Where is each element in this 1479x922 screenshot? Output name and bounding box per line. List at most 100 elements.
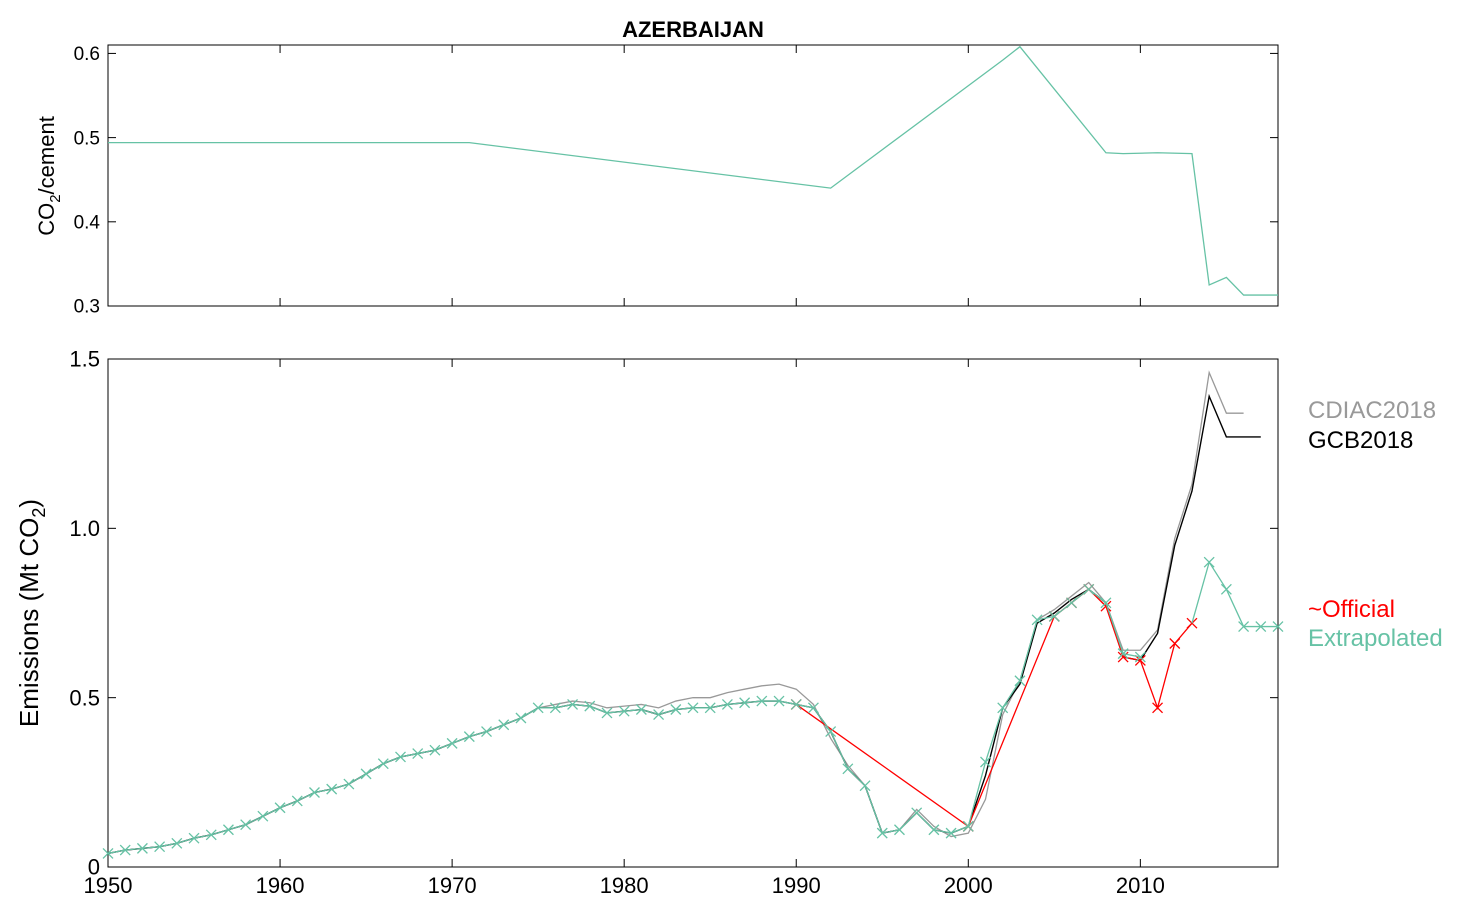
bot-marker-x (171, 837, 183, 849)
bot-marker-x (635, 704, 647, 715)
top-plot-frame (107, 44, 1279, 307)
bot-marker-x (876, 827, 888, 839)
bottom-ylabel-main: Emissions (Mt CO (14, 518, 44, 727)
bot-marker-x (704, 702, 716, 714)
bot-xtick-label: 1950 (84, 873, 133, 898)
top-ylabel-rest: /cement (34, 116, 59, 194)
bot-series-3 (102, 556, 1284, 859)
bot-series-line (795, 588, 1193, 828)
bot-marker-x (721, 698, 733, 710)
bot-marker-x (515, 712, 527, 724)
legend-extrapolated: Extrapolated (1308, 625, 1443, 652)
emissions-panel: 00.51.01.5 1950 1960 1970 1980 1990 2000 2010 … (14, 347, 1284, 898)
bot-marker-x (1100, 597, 1112, 609)
bot-xtick-label: 1970 (428, 873, 477, 898)
bot-marker-x (412, 748, 424, 760)
top-y-axis: 0.3 0.4 0.5 0.6 (74, 44, 1278, 318)
bot-series-line (107, 393, 1261, 855)
top-ytick-label: 0.6 (74, 44, 100, 65)
bot-marker-x (274, 802, 286, 814)
top-ytick-label: 0.3 (74, 297, 100, 318)
bot-marker-x (188, 832, 200, 844)
top-y-axis-label: CO2/cement (34, 116, 64, 236)
bot-marker-x (395, 751, 406, 763)
bot-marker-x (1066, 597, 1077, 609)
bot-series-line (107, 370, 1244, 855)
legend-official: ~Official (1308, 596, 1395, 623)
bot-marker-x (429, 744, 441, 756)
bot-marker-x (1238, 621, 1250, 633)
bot-marker-x (945, 827, 957, 839)
bot-marker-x (1255, 621, 1267, 633)
bot-marker-x (842, 763, 854, 775)
bottom-y-axis-label: Emissions (Mt CO2) (14, 499, 49, 727)
bot-marker-x (825, 726, 837, 737)
bot-marker-x (1083, 583, 1095, 595)
bot-marker-x (1134, 651, 1146, 663)
bot-marker-x (859, 780, 871, 792)
bot-marker-x (549, 702, 561, 714)
bot-ytick-label: 0.5 (69, 685, 100, 710)
bot-marker-x (481, 726, 492, 737)
bot-xtick-label: 1980 (600, 873, 649, 898)
bot-ytick-label: 1.5 (69, 347, 100, 372)
bot-marker-x (739, 697, 751, 709)
bot-marker-x (154, 841, 166, 853)
bot-xtick-label: 1960 (256, 873, 305, 898)
bot-marker-x (997, 702, 1009, 714)
bot-marker-x (1117, 648, 1129, 660)
bottom-series-group (102, 370, 1284, 859)
bot-marker-x (498, 719, 510, 731)
bot-marker-x (687, 702, 699, 714)
bot-marker-x (240, 819, 252, 831)
bottom-ylabel-rest: ) (14, 499, 44, 508)
legend: CDIAC2018 GCB2018 ~Official Extrapolated (1308, 397, 1443, 652)
bot-marker-x (119, 844, 131, 856)
bot-marker-x (618, 705, 630, 717)
bot-marker-x (532, 702, 544, 714)
bot-series-0 (107, 370, 1244, 855)
bot-marker-x (360, 768, 372, 780)
bot-marker-x (1220, 583, 1232, 595)
bot-marker-x (222, 824, 234, 836)
bot-ytick-label: 0 (88, 855, 100, 880)
top-ytick-label: 0.4 (74, 212, 101, 233)
bot-marker-x (291, 795, 303, 807)
bot-marker-x (1048, 610, 1060, 622)
bot-marker-x (205, 829, 217, 841)
bot-marker-x (1134, 654, 1146, 666)
bot-marker-x (911, 807, 923, 819)
bot-marker-x (136, 842, 148, 854)
bot-marker-x (894, 824, 905, 836)
bot-series-2 (790, 583, 1198, 832)
bot-marker-x (309, 787, 320, 798)
bot-marker-x (1152, 702, 1164, 714)
bot-marker-x (1272, 621, 1284, 633)
bot-marker-x (653, 709, 665, 721)
bot-marker-x (980, 756, 991, 768)
bot-series-1 (107, 393, 1261, 855)
bot-marker-x (584, 700, 596, 712)
bottom-x-axis: 1950 1960 1970 1980 1990 2000 2010 (84, 359, 1165, 898)
bot-marker-x (1031, 614, 1043, 626)
bot-marker-x (928, 824, 940, 836)
bot-marker-x (1014, 675, 1026, 687)
bot-marker-x (343, 778, 355, 790)
bot-marker-x (807, 702, 819, 714)
top-x-axis (279, 45, 1141, 306)
bot-marker-x (1169, 638, 1181, 649)
bot-xtick-label: 2000 (944, 873, 993, 898)
bot-marker-x (962, 820, 974, 832)
bottom-y-axis: 0 0.5 1.0 1.5 (69, 347, 1278, 880)
bot-marker-x (446, 737, 458, 749)
bot-marker-x (1203, 556, 1215, 568)
top-ylabel-sub: 2 (47, 194, 64, 202)
bot-ytick-label: 1.0 (69, 516, 100, 541)
bottom-ylabel-sub: 2 (29, 508, 49, 518)
top-series-line (108, 45, 1278, 296)
bot-marker-x (601, 707, 613, 719)
top-series-0 (108, 45, 1278, 296)
top-ylabel-main: CO (34, 203, 59, 236)
